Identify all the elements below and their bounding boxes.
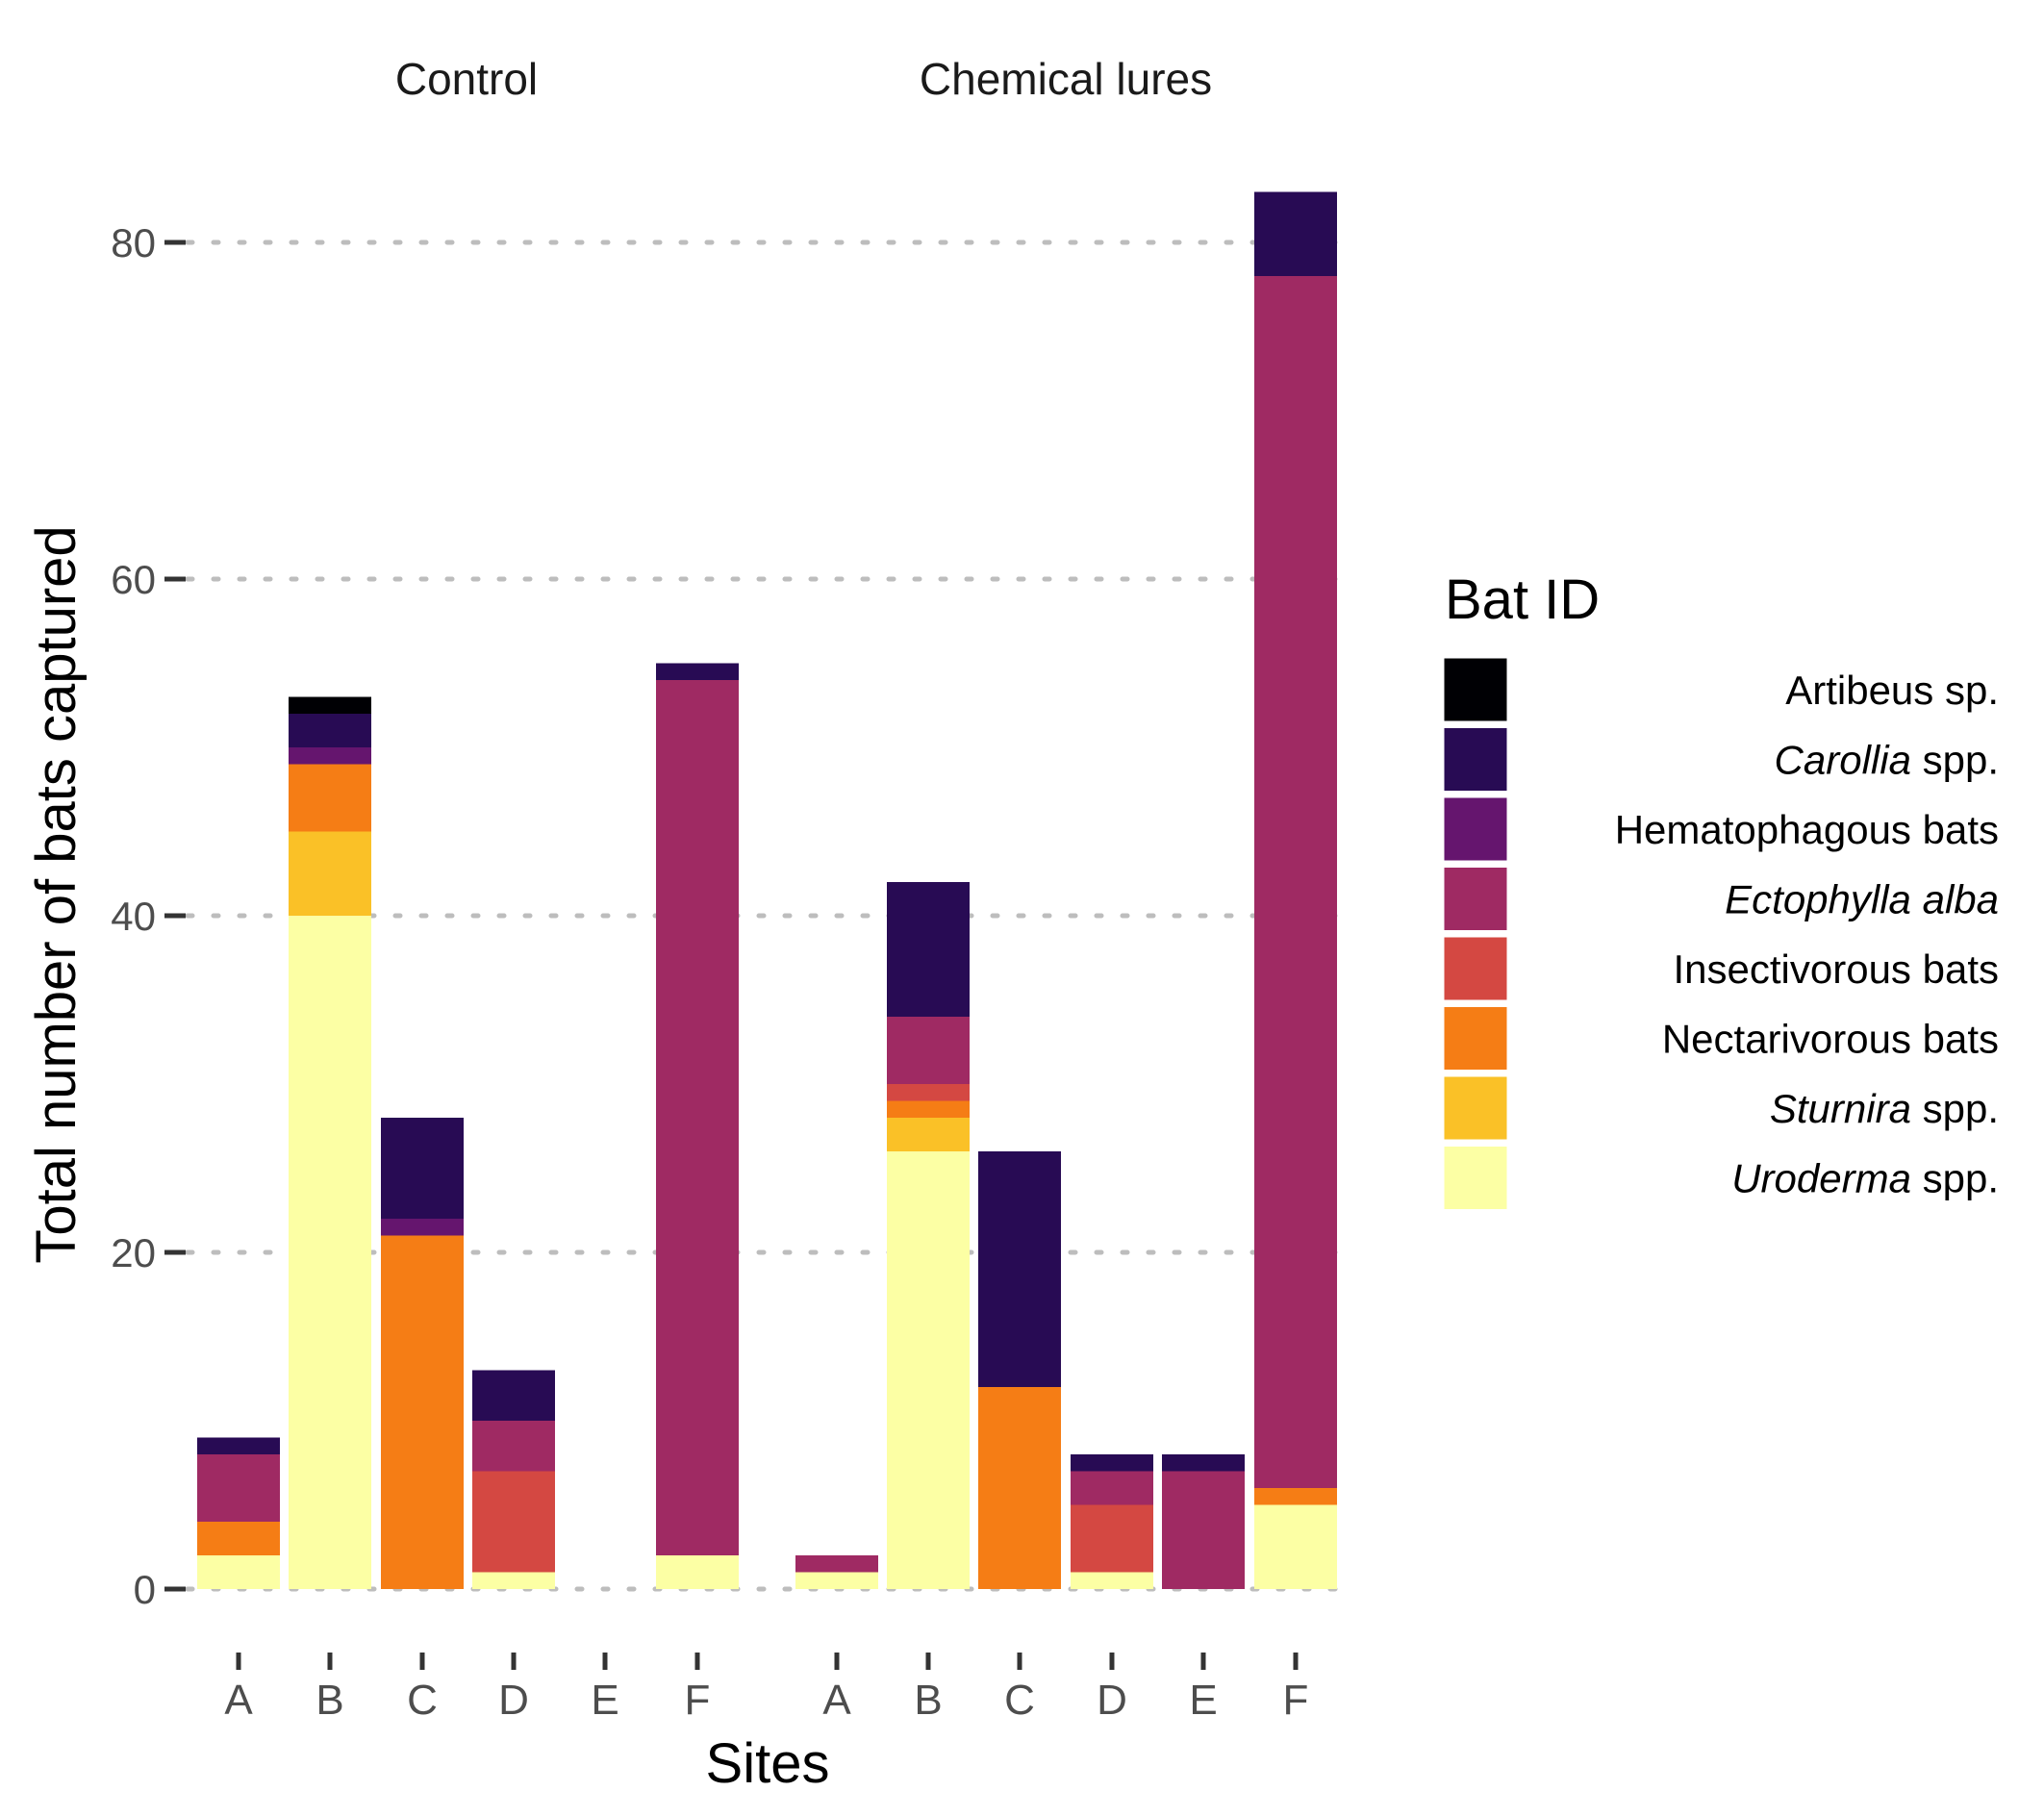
legend-swatch-nectarivorous <box>1441 1004 1510 1073</box>
y-tick-label-20: 20 <box>111 1230 156 1275</box>
x-tick-label-1-A: A <box>822 1677 851 1724</box>
bar-segment-chemical-lures-D-carollia <box>1071 1454 1153 1472</box>
legend-swatch-insectivorous <box>1441 934 1510 1003</box>
bar-segment-chemical-lures-B-nectarivorous <box>887 1100 970 1118</box>
legend-title: Bat ID <box>1445 568 1600 631</box>
bar-segment-control-A-ectophylla <box>197 1454 280 1522</box>
bar-segment-chemical-lures-B-carollia <box>887 882 970 1017</box>
legend-label-nectarivorous: Nectarivorous bats <box>1662 1017 1999 1062</box>
x-tick-label-0-E: E <box>591 1677 618 1724</box>
panel-title-0: Control <box>395 54 538 104</box>
legend-label-uroderma: Uroderma spp. <box>1731 1156 1999 1201</box>
bar-segment-control-A-carollia <box>197 1437 280 1454</box>
bar-segment-chemical-lures-E-carollia <box>1162 1454 1245 1472</box>
x-tick-label-1-C: C <box>1004 1677 1035 1724</box>
bar-segment-chemical-lures-B-sturnira <box>887 1118 970 1151</box>
legend-label-ectophylla: Ectophylla alba <box>1725 877 1999 922</box>
legend-label-hematophagous: Hematophagous bats <box>1615 807 1999 852</box>
bar-segment-chemical-lures-F-uroderma <box>1254 1504 1337 1589</box>
axis-layer: 0 20 40 60 80 Control A B C D E F Chemical lures A B C D… <box>111 54 1308 1724</box>
x-tick-label-0-A: A <box>224 1677 253 1724</box>
legend-swatch-hematophagous <box>1441 795 1510 864</box>
panel-title-1: Chemical lures <box>920 54 1212 104</box>
y-tick-label-60: 60 <box>111 557 156 602</box>
bar-segment-control-B-nectarivorous <box>289 764 371 832</box>
x-tick-label-1-B: B <box>914 1677 942 1724</box>
bar-segment-control-B-sturnira <box>289 831 371 916</box>
bar-segment-control-D-insectivorous <box>472 1471 555 1573</box>
x-tick-label-0-C: C <box>407 1677 438 1724</box>
bar-segment-chemical-lures-B-ectophylla <box>887 1017 970 1084</box>
bar-segment-control-C-hematophagous <box>381 1219 464 1236</box>
legend-label-carollia: Carollia spp. <box>1775 738 1999 783</box>
bar-segment-control-A-uroderma <box>197 1555 280 1589</box>
bar-segment-control-D-uroderma <box>472 1572 555 1589</box>
bar-segment-chemical-lures-B-insectivorous <box>887 1084 970 1101</box>
legend: Artibeus sp. Carollia spp. Hematophagous b… <box>1441 655 1999 1212</box>
bar-segment-control-B-hematophagous <box>289 747 371 765</box>
bar-segment-chemical-lures-D-uroderma <box>1071 1572 1153 1589</box>
bar-segment-chemical-lures-D-ectophylla <box>1071 1471 1153 1505</box>
bars-layer <box>197 191 1337 1589</box>
bar-segment-control-B-uroderma <box>289 916 371 1589</box>
legend-swatch-artibeus <box>1441 655 1510 724</box>
x-tick-label-0-F: F <box>685 1677 711 1724</box>
legend-swatch-sturnira <box>1441 1073 1510 1143</box>
bar-segment-chemical-lures-E-ectophylla <box>1162 1471 1245 1589</box>
x-tick-label-0-B: B <box>315 1677 343 1724</box>
bar-segment-chemical-lures-C-nectarivorous <box>978 1387 1061 1589</box>
bar-segment-chemical-lures-C-carollia <box>978 1151 1061 1387</box>
legend-swatch-ectophylla <box>1441 865 1510 933</box>
bar-segment-chemical-lures-F-carollia <box>1254 191 1337 276</box>
y-tick-label-80: 80 <box>111 220 156 265</box>
bar-segment-control-F-carollia <box>656 663 739 680</box>
legend-swatch-carollia <box>1441 725 1510 794</box>
bar-segment-chemical-lures-A-ectophylla <box>795 1555 878 1573</box>
x-tick-label-1-D: D <box>1097 1677 1127 1724</box>
legend-swatch-uroderma <box>1441 1144 1510 1212</box>
bar-segment-control-C-carollia <box>381 1118 464 1219</box>
bar-segment-chemical-lures-F-nectarivorous <box>1254 1488 1337 1505</box>
bar-segment-control-C-nectarivorous <box>381 1235 464 1589</box>
y-tick-label-0: 0 <box>134 1567 156 1612</box>
bar-segment-control-B-artibeus <box>289 696 371 714</box>
x-tick-label-1-E: E <box>1189 1677 1217 1724</box>
x-axis-title: Sites <box>706 1732 830 1795</box>
bar-segment-chemical-lures-F-ectophylla <box>1254 276 1337 1488</box>
legend-label-artibeus: Artibeus sp. <box>1785 668 1999 713</box>
bar-segment-chemical-lures-D-insectivorous <box>1071 1504 1153 1573</box>
bar-segment-chemical-lures-B-uroderma <box>887 1151 970 1589</box>
bar-segment-chemical-lures-A-uroderma <box>795 1572 878 1589</box>
y-tick-label-40: 40 <box>111 894 156 939</box>
bar-segment-control-D-ectophylla <box>472 1421 555 1472</box>
x-tick-label-0-D: D <box>498 1677 529 1724</box>
bar-segment-control-B-carollia <box>289 714 371 747</box>
bar-segment-control-D-carollia <box>472 1370 555 1421</box>
bar-segment-control-F-uroderma <box>656 1555 739 1589</box>
x-tick-label-1-F: F <box>1283 1677 1309 1724</box>
legend-label-sturnira: Sturnira spp. <box>1770 1086 1999 1131</box>
legend-label-insectivorous: Insectivorous bats <box>1673 946 1999 992</box>
bar-segment-control-A-nectarivorous <box>197 1522 280 1555</box>
y-axis-title: Total number of bats captured <box>25 525 88 1263</box>
bar-segment-control-F-ectophylla <box>656 680 739 1555</box>
